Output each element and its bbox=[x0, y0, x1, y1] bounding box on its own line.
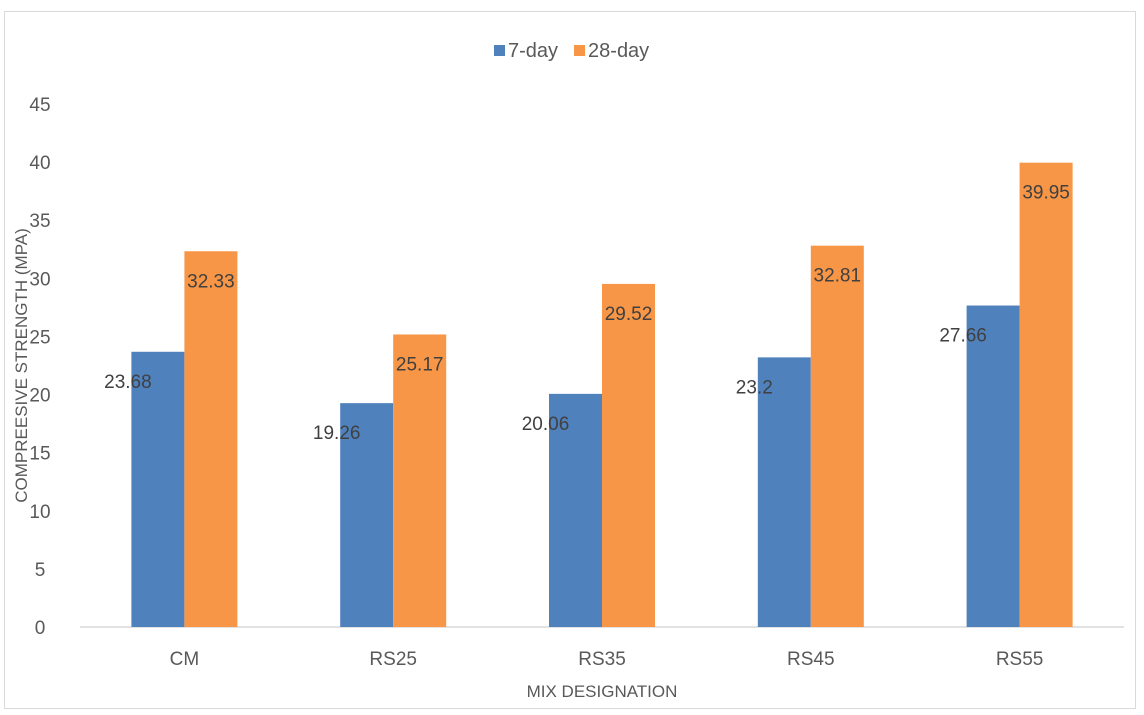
y-axis-title: COMPREESIVE STRENGTH (MPA) bbox=[12, 228, 31, 503]
data-label: 29.52 bbox=[605, 304, 653, 325]
bar-28-day bbox=[810, 245, 864, 627]
bar-7-day bbox=[549, 393, 602, 627]
legend-label-7-day: 7-day bbox=[508, 40, 558, 62]
bar-28-day bbox=[602, 283, 655, 627]
x-tick-label: RS45 bbox=[787, 649, 835, 670]
bar-28-day bbox=[184, 251, 238, 628]
legend: 7-day 28-day bbox=[494, 40, 649, 62]
y-tick-label: 30 bbox=[29, 269, 50, 290]
bar-28-day bbox=[1019, 162, 1073, 628]
x-axis-ticks: CM RS25 RS35 RS45 RS55 bbox=[170, 649, 1044, 670]
data-label: 23.2 bbox=[736, 377, 773, 398]
bar-7-day bbox=[966, 305, 1020, 627]
data-label: 32.33 bbox=[187, 271, 235, 292]
y-tick-label: 5 bbox=[35, 560, 46, 581]
data-label: 25.17 bbox=[396, 354, 444, 375]
y-axis-ticks: 0 5 10 15 20 25 30 35 40 45 bbox=[29, 95, 50, 639]
data-label: 19.26 bbox=[313, 423, 361, 444]
x-tick-label: RS25 bbox=[369, 649, 417, 670]
bar-7-day bbox=[131, 351, 185, 627]
y-tick-label: 45 bbox=[29, 95, 50, 116]
bars bbox=[131, 162, 1073, 628]
legend-label-28-day: 28-day bbox=[588, 40, 649, 62]
bar-28-day bbox=[393, 334, 447, 627]
y-tick-label: 40 bbox=[29, 153, 50, 174]
y-tick-label: 10 bbox=[29, 502, 50, 523]
data-label: 32.81 bbox=[814, 266, 862, 287]
x-tick-label: RS35 bbox=[578, 649, 626, 670]
data-labels: 23.68 32.33 19.26 25.17 20.06 29.52 23.2 32.81 2… bbox=[104, 183, 1070, 444]
x-tick-label: RS55 bbox=[996, 649, 1044, 670]
y-tick-label: 15 bbox=[29, 444, 50, 465]
y-tick-label: 20 bbox=[29, 386, 50, 407]
x-tick-label: CM bbox=[170, 649, 200, 670]
data-label: 23.68 bbox=[104, 372, 152, 393]
data-label: 27.66 bbox=[939, 326, 987, 347]
legend-swatch-7-day bbox=[494, 45, 505, 56]
x-axis-title: MIX DESIGNATION bbox=[527, 682, 678, 701]
bar-7-day bbox=[340, 403, 394, 627]
bar-7-day bbox=[757, 357, 811, 627]
y-tick-label: 25 bbox=[29, 327, 50, 348]
y-tick-label: 35 bbox=[29, 211, 50, 232]
data-label: 20.06 bbox=[522, 414, 570, 435]
y-tick-label: 0 bbox=[35, 618, 46, 639]
data-label: 39.95 bbox=[1022, 183, 1070, 204]
legend-swatch-28-day bbox=[574, 45, 586, 56]
